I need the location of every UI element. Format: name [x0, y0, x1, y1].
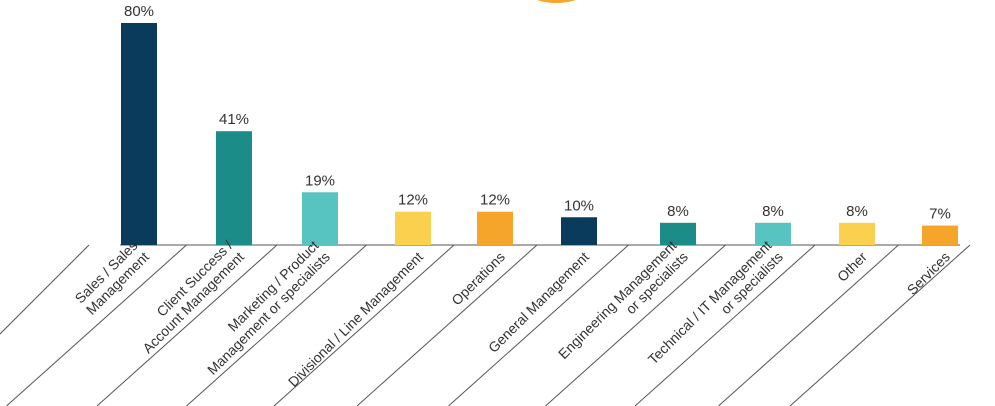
category-separator	[273, 244, 455, 406]
bar-value-label: 8%	[762, 203, 784, 220]
bar-value-label: 10%	[564, 197, 594, 214]
category-separator	[6, 244, 187, 406]
value-labels-group: 80% 41% 19% 12% 12% 10% 8% 8% 8% 7%	[124, 3, 951, 223]
category-separators	[0, 244, 971, 406]
bar	[216, 131, 252, 245]
category-label-line: Other	[834, 248, 870, 284]
bar	[561, 217, 597, 245]
category-labels-group: Sales / SalesManagement Client Success /A…	[72, 237, 953, 390]
category-separator	[634, 244, 816, 406]
bar	[121, 23, 157, 245]
category-separator	[545, 244, 726, 406]
category-separator	[789, 244, 971, 406]
bar-value-label: 8%	[667, 203, 689, 220]
category-separator	[96, 244, 278, 406]
bar-value-label: 8%	[846, 203, 868, 220]
bar	[922, 225, 958, 245]
category-separator	[186, 244, 367, 406]
category-label-line: Marketing / Product	[224, 237, 321, 334]
bar-value-label: 7%	[929, 206, 951, 223]
bar	[660, 222, 696, 245]
bar-value-label: 41%	[219, 111, 249, 128]
category-label: Other	[834, 248, 870, 284]
category-separator	[356, 244, 538, 406]
category-label: Services	[904, 249, 953, 298]
category-separator	[0, 244, 90, 335]
bar-value-label: 12%	[480, 192, 510, 209]
bar-value-label: 12%	[398, 192, 428, 209]
decorative-orange-arc	[537, 0, 576, 3]
bar	[839, 222, 875, 245]
bar	[477, 211, 513, 245]
category-label-line: Services	[904, 249, 953, 298]
bars-group	[121, 23, 958, 245]
bar-value-label: 19%	[305, 172, 335, 189]
category-separator	[718, 244, 899, 406]
category-label: Sales / SalesManagement	[72, 237, 152, 317]
bar	[302, 192, 338, 245]
bar	[755, 222, 791, 245]
bar-value-label: 80%	[124, 3, 154, 20]
category-separator	[448, 244, 629, 406]
bar	[395, 211, 431, 245]
